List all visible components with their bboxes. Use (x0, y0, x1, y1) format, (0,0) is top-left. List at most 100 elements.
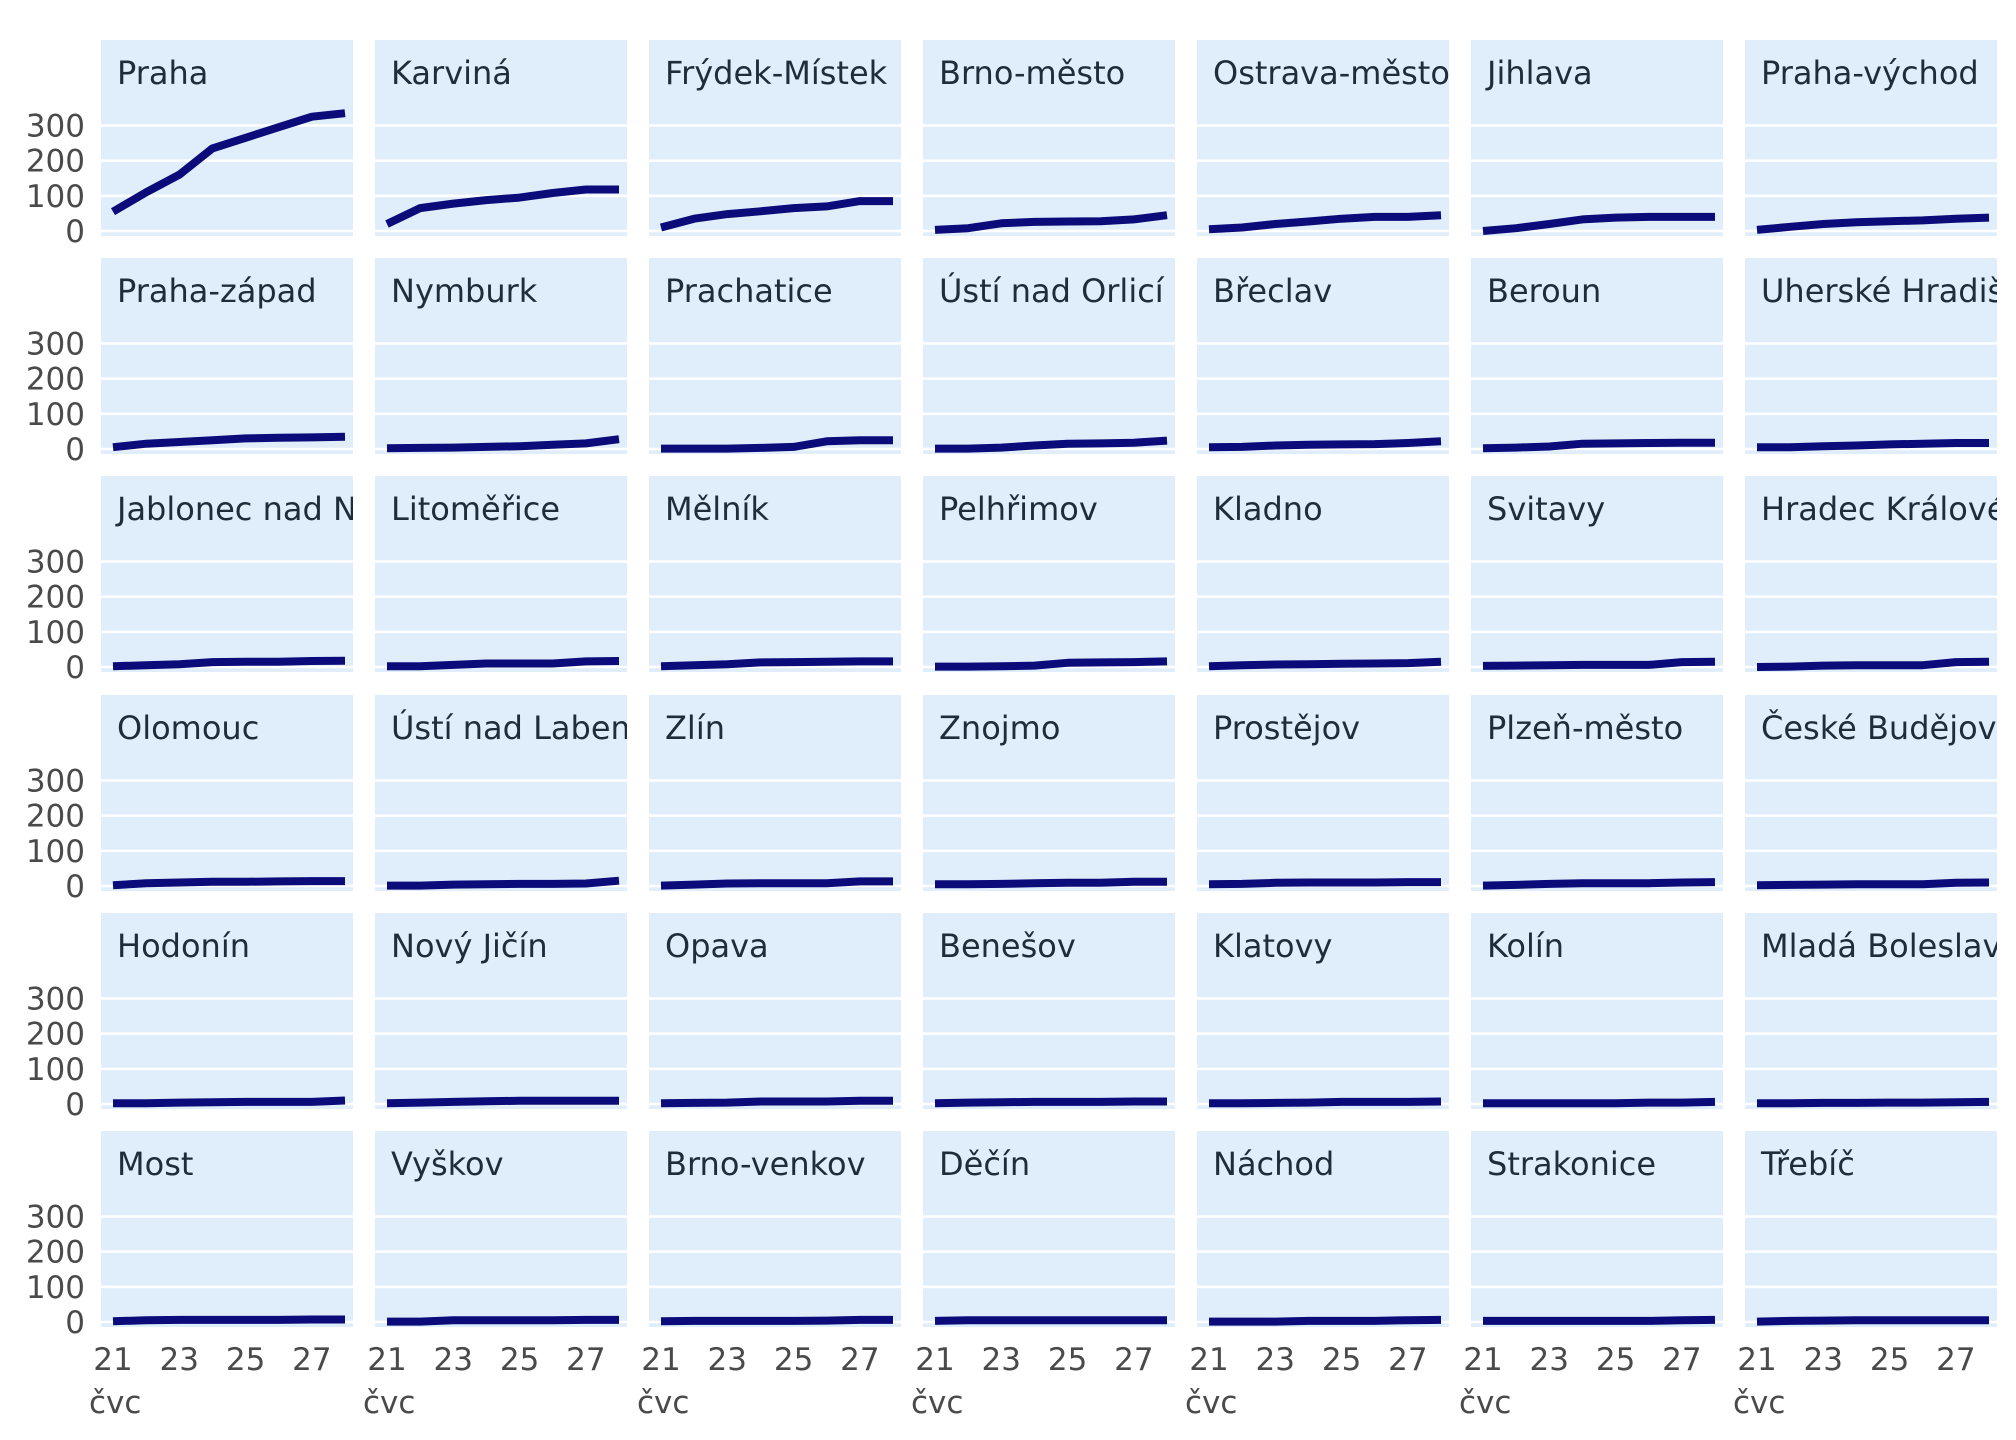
x-month-label: čvc (1459, 1385, 1511, 1421)
series-line (1482, 657, 1716, 670)
y-tick-label: 200 (26, 799, 85, 835)
panel-title: Znojmo (939, 709, 1060, 747)
series-line (1482, 212, 1715, 235)
panel-background (1745, 258, 1997, 454)
x-tick-label: 25 (774, 1342, 813, 1378)
panel-background (1197, 913, 1449, 1109)
y-tick-label: 300 (26, 981, 85, 1017)
x-tick-label: 23 (1530, 1342, 1569, 1378)
panel-title: Břeclav (1213, 272, 1332, 310)
panel-background (375, 1131, 627, 1327)
panel-background (375, 913, 627, 1109)
panel-34: Kolín (1471, 913, 1723, 1109)
panel-title: Klatovy (1213, 927, 1332, 965)
panel-background (923, 913, 1175, 1109)
series-line (1483, 1315, 1716, 1325)
series-line (660, 1315, 893, 1326)
series-line (386, 435, 620, 453)
panel-background (375, 40, 627, 236)
panel-title: Děčín (939, 1145, 1030, 1183)
panel-33: Klatovy (1197, 913, 1449, 1109)
panel-title: Vyškov (391, 1145, 504, 1183)
panel-background (649, 476, 901, 672)
panel-title: Svitavy (1487, 490, 1605, 528)
panel-10: Prachatice (649, 258, 901, 454)
panel-background (1745, 1131, 1997, 1327)
series-line (1757, 439, 1989, 452)
y-tick-label: 0 (65, 1087, 85, 1123)
y-tick-label: 300 (26, 544, 85, 580)
panel-21: Hradec Králové (1745, 476, 1997, 672)
panel-39: Děčín (923, 1131, 1175, 1327)
panel-14: Uherské Hradiště (1745, 258, 1997, 454)
panel-title: Prostějov (1213, 709, 1360, 747)
x-month-label: čvc (363, 1385, 415, 1421)
panel-title: Opava (665, 927, 769, 965)
panel-background (101, 695, 353, 891)
panel-background (1471, 913, 1723, 1109)
panel-25: Znojmo (923, 695, 1175, 891)
series-line (1209, 1315, 1442, 1326)
panel-background (1471, 40, 1723, 236)
panel-7: Praha-východ (1745, 40, 1997, 236)
panel-title: Plzeň-město (1487, 709, 1683, 747)
panel-background (649, 913, 901, 1109)
x-month-label: čvc (1733, 1385, 1785, 1421)
panel-background (923, 40, 1175, 236)
series-line (660, 657, 893, 671)
panel-background (1471, 695, 1723, 891)
x-tick-label: 27 (566, 1342, 605, 1378)
panel-background (101, 1131, 353, 1327)
series-line (935, 436, 1168, 453)
panel-13: Beroun (1471, 258, 1723, 454)
panel-title: Třebíč (1760, 1145, 1855, 1183)
y-tick-label: 100 (26, 397, 85, 433)
series-line (386, 1096, 619, 1108)
x-tick-label: 21 (641, 1342, 680, 1378)
series-line (660, 1096, 893, 1108)
series-line (934, 1097, 1167, 1108)
panel-title: Prachatice (665, 272, 833, 310)
panel-41: Strakonice (1471, 1131, 1723, 1327)
panel-26: Prostějov (1197, 695, 1449, 891)
series-line (659, 197, 893, 232)
x-month-label: čvc (1185, 1385, 1237, 1421)
panel-title: Ústí nad Labem (391, 708, 642, 747)
panel-title: Praha-východ (1761, 54, 1979, 92)
panel-3: Frýdek-Místek (649, 40, 901, 236)
panel-title: Hodonín (117, 927, 250, 965)
panel-title: Litoměřice (391, 490, 560, 528)
series-line (661, 436, 893, 453)
panel-background (1745, 913, 1997, 1109)
panel-title: Olomouc (117, 709, 259, 747)
panel-4: Brno-město (923, 40, 1175, 236)
y-tick-label: 0 (65, 1305, 85, 1341)
panel-background (1471, 1131, 1723, 1327)
panel-background (1197, 1131, 1449, 1327)
series-line (1756, 878, 1990, 890)
panel-5: Ostrava-město (1197, 40, 1449, 236)
series-line (1208, 878, 1441, 889)
x-tick-label: 21 (93, 1342, 132, 1378)
y-tick-label: 200 (26, 362, 85, 398)
panel-background (923, 476, 1175, 672)
panel-6: Jihlava (1471, 40, 1723, 236)
panel-background (1197, 258, 1449, 454)
x-tick-label: 27 (1936, 1342, 1975, 1378)
x-month-label: čvc (89, 1385, 141, 1421)
series-line (387, 1315, 619, 1326)
y-tick-label: 200 (26, 1017, 85, 1053)
panel-title: Praha-západ (117, 272, 317, 310)
panel-title: Beroun (1487, 272, 1601, 310)
panel-35: Mladá Boleslav (1745, 913, 1997, 1109)
y-tick-label: 0 (65, 432, 85, 468)
series-line (1208, 657, 1442, 671)
x-tick-label: 23 (434, 1342, 473, 1378)
panel-20: Svitavy (1471, 476, 1723, 672)
panel-32: Benešov (923, 913, 1175, 1109)
panel-title: Frýdek-Místek (665, 54, 888, 92)
panel-2: Karviná (375, 40, 627, 236)
panel-background (923, 695, 1175, 891)
